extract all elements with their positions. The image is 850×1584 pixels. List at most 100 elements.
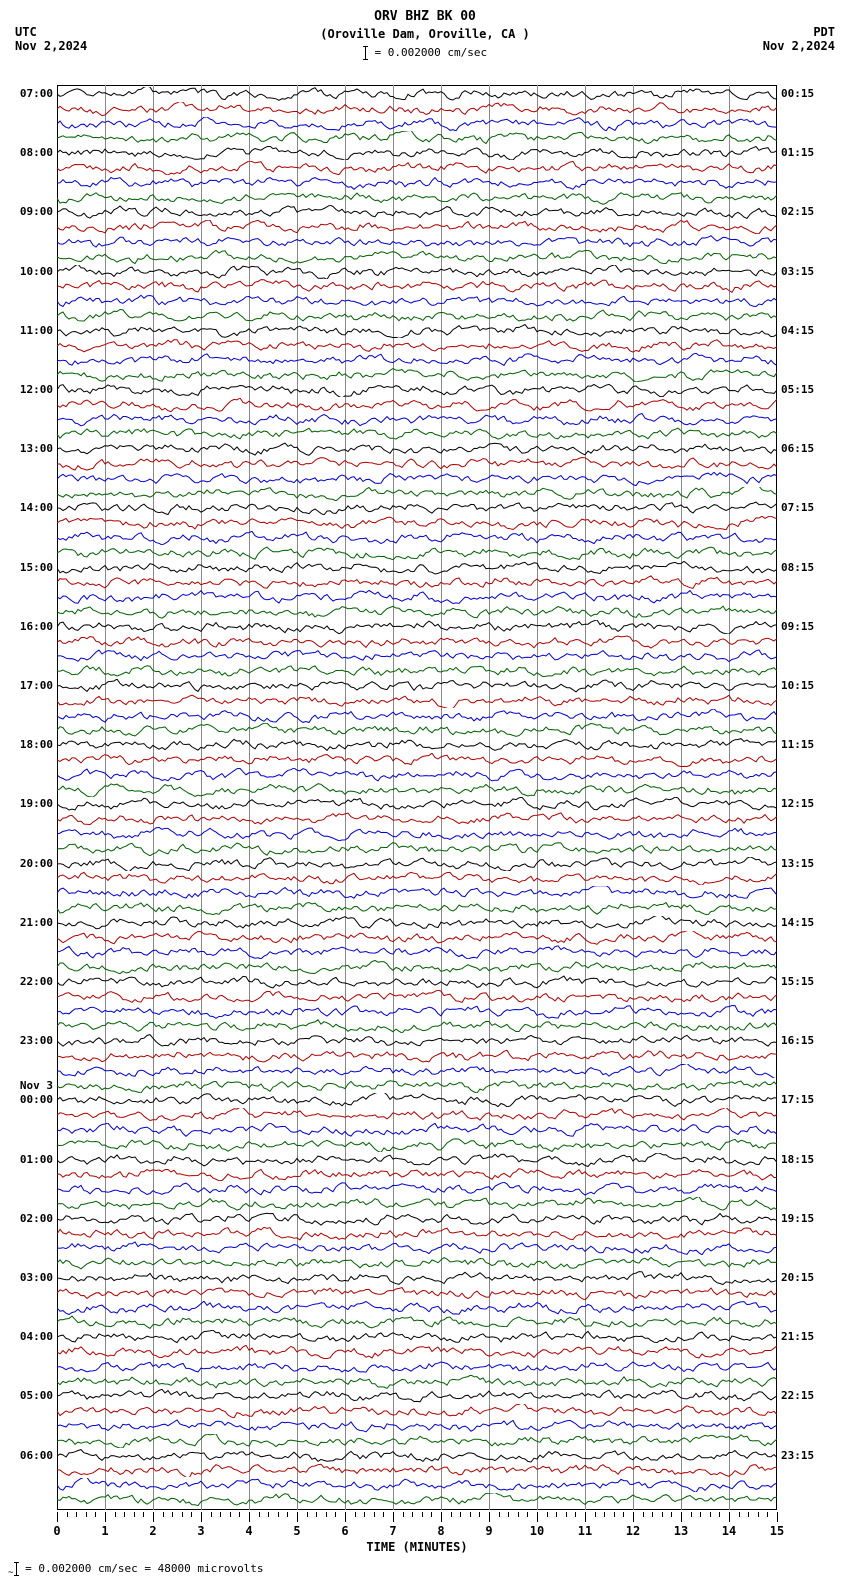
trace-row [57, 324, 777, 338]
x-tick-major [153, 1512, 154, 1522]
x-tick-major [729, 1512, 730, 1522]
trace-row [57, 605, 777, 619]
local-time-label: 05:15 [781, 384, 836, 395]
local-time-label: 19:15 [781, 1213, 836, 1224]
x-tick-major [297, 1512, 298, 1522]
trace-row [57, 1064, 777, 1078]
trace-row [57, 265, 777, 279]
footer: ~ = 0.002000 cm/sec = 48000 microvolts [8, 1562, 264, 1578]
trace-row [57, 812, 777, 826]
utc-time-label: 18:00 [5, 739, 53, 750]
trace-row [57, 1434, 777, 1448]
local-time-label: 16:15 [781, 1035, 836, 1046]
footer-text: = 0.002000 cm/sec = 48000 microvolts [25, 1562, 263, 1575]
trace-row [57, 797, 777, 811]
utc-time-label: 05:00 [5, 1390, 53, 1401]
trace-row [57, 1463, 777, 1477]
x-tick-minor [239, 1512, 240, 1517]
x-tick-minor [163, 1512, 164, 1517]
trace-row [57, 827, 777, 841]
trace-row [57, 472, 777, 486]
trace-row [57, 516, 777, 530]
x-tick-minor [595, 1512, 596, 1517]
trace-row [57, 871, 777, 885]
x-tick-minor [470, 1512, 471, 1517]
local-time-label: 22:15 [781, 1390, 836, 1401]
x-tick-minor [508, 1512, 509, 1517]
x-tick-minor [691, 1512, 692, 1517]
x-tick-minor [575, 1512, 576, 1517]
trace-row [57, 161, 777, 175]
local-time-label: 01:15 [781, 147, 836, 158]
x-tick-minor [422, 1512, 423, 1517]
x-tick-minor [460, 1512, 461, 1517]
x-tick-label: 10 [530, 1524, 544, 1538]
x-tick-major [57, 1512, 58, 1522]
trace-row [57, 1256, 777, 1270]
x-tick-minor [86, 1512, 87, 1517]
tz-left-date: Nov 2,2024 [15, 39, 87, 53]
trace-row [57, 353, 777, 367]
trace-row [57, 620, 777, 634]
trace-row [57, 176, 777, 190]
trace-row [57, 309, 777, 323]
utc-time-label: 23:00 [5, 1035, 53, 1046]
trace-row [57, 1286, 777, 1300]
x-tick-label: 3 [197, 1524, 204, 1538]
x-tick-minor [662, 1512, 663, 1517]
x-tick-major [249, 1512, 250, 1522]
trace-row [57, 1449, 777, 1463]
utc-time-label: 22:00 [5, 976, 53, 987]
x-tick-minor [566, 1512, 567, 1517]
x-tick-minor [758, 1512, 759, 1517]
x-tick-minor [451, 1512, 452, 1517]
trace-row [57, 1375, 777, 1389]
local-time-label: 06:15 [781, 443, 836, 454]
x-tick-minor [518, 1512, 519, 1517]
utc-time-label: 20:00 [5, 858, 53, 869]
x-tick-minor [287, 1512, 288, 1517]
timezone-left: UTC Nov 2,2024 [15, 25, 87, 53]
trace-row [57, 294, 777, 308]
trace-row [57, 117, 777, 131]
x-tick-minor [259, 1512, 260, 1517]
trace-row [57, 975, 777, 989]
x-tick-minor [316, 1512, 317, 1517]
trace-row [57, 191, 777, 205]
x-tick-major [345, 1512, 346, 1522]
trace-row [57, 1049, 777, 1063]
trace-row [57, 857, 777, 871]
trace-row [57, 679, 777, 693]
tz-right-label: PDT [763, 25, 835, 39]
x-tick-label: 14 [722, 1524, 736, 1538]
local-time-label: 12:15 [781, 798, 836, 809]
utc-time-label: 03:00 [5, 1272, 53, 1283]
x-tick-major [777, 1512, 778, 1522]
utc-time-label: 19:00 [5, 798, 53, 809]
local-time-label: 11:15 [781, 739, 836, 750]
x-tick-minor [403, 1512, 404, 1517]
x-tick-major [585, 1512, 586, 1522]
trace-row [57, 590, 777, 604]
seismogram-container: ORV BHZ BK 00 (Oroville Dam, Oroville, C… [0, 0, 850, 1584]
x-tick-major [105, 1512, 106, 1522]
trace-row [57, 664, 777, 678]
x-tick-label: 5 [293, 1524, 300, 1538]
utc-time-label: 13:00 [5, 443, 53, 454]
trace-row [57, 427, 777, 441]
local-time-label: 23:15 [781, 1450, 836, 1461]
trace-row [57, 1419, 777, 1433]
trace-row [57, 413, 777, 427]
trace-row [57, 694, 777, 708]
trace-row [57, 1167, 777, 1181]
x-tick-minor [307, 1512, 308, 1517]
trace-row [57, 339, 777, 353]
trace-row [57, 457, 777, 471]
x-tick-minor [499, 1512, 500, 1517]
trace-row [57, 102, 777, 116]
x-tick-label: 7 [389, 1524, 396, 1538]
trace-row [57, 753, 777, 767]
trace-row [57, 1330, 777, 1344]
trace-row [57, 1197, 777, 1211]
trace-row [57, 1478, 777, 1492]
